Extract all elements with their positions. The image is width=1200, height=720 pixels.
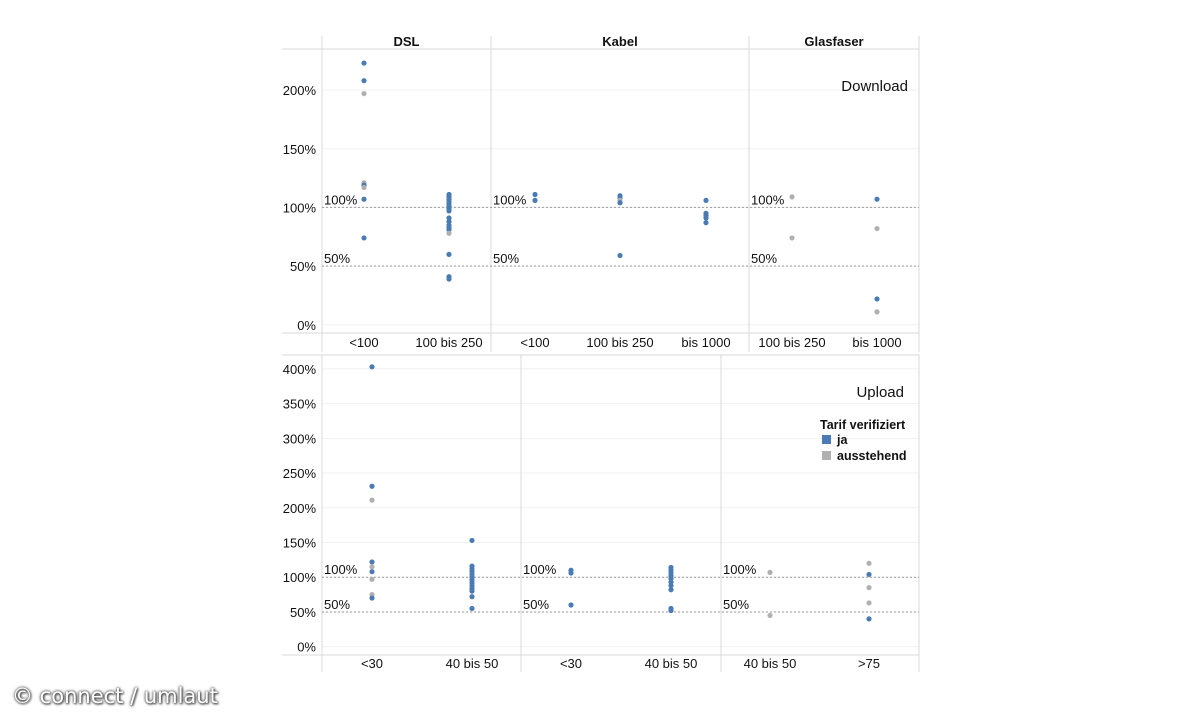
download-y-tick-label: 100% [283,200,317,215]
download-point-ausstehend [361,184,367,191]
upload-point-ja [866,616,872,622]
download-point-ausstehend [874,225,880,232]
legend-swatch-ausstehend [822,451,831,460]
download-reference-label: 50% [751,251,777,266]
upload-point-ausstehend [866,560,872,566]
upload-point-ja [369,569,375,575]
download-point-ja [703,215,709,221]
download-point-ausstehend [361,90,367,97]
upload-y-tick-label: 0% [297,640,316,655]
upload-point-ja [369,364,375,370]
upload-point-ausstehend [369,576,375,582]
upload-y-tick-label: 150% [283,536,317,551]
upload-point-ja [469,605,475,612]
upload-category-label: <30 [560,656,582,671]
upload-point-ja [369,483,375,489]
download-y-tick-label: 200% [283,83,317,98]
upload-reference-label: 100% [723,562,757,577]
upload-category-label: 40 bis 50 [645,656,698,671]
download-category-label: 100 bis 250 [758,335,825,350]
download-point-ausstehend [874,309,880,315]
download-category-label: 100 bis 250 [586,335,653,350]
upload-title: Upload [856,384,904,401]
download-point-ja [532,191,538,198]
upload-category-label: 40 bis 50 [446,656,499,671]
download-category-label: <100 [349,335,378,350]
download-category-label: bis 1000 [681,335,730,350]
upload-reference-label: 50% [324,597,350,612]
download-point-ja [703,220,709,226]
download-point-ja [532,197,538,203]
download-point-ja [361,235,367,241]
download-title: Download [841,78,908,95]
download-column-header: Glasfaser [804,34,863,49]
upload-y-tick-label: 300% [283,431,317,446]
credit-text: © connect / umlaut [12,684,218,708]
download-point-ja [874,296,880,302]
download-point-ja [361,60,367,66]
upload-point-ausstehend [767,612,773,619]
upload-y-tick-label: 250% [283,466,317,481]
upload-point-ja [469,588,475,594]
upload-category-label: 40 bis 50 [744,656,797,671]
upload-y-tick-label: 400% [283,362,317,377]
download-y-tick-label: 0% [297,318,316,333]
download-reference-label: 50% [493,251,519,266]
download-point-ja [703,197,709,203]
download-point-ja [874,196,880,202]
upload-point-ja [369,595,375,601]
download-point-ja [361,196,367,202]
upload-point-ausstehend [369,497,375,503]
download-category-label: <100 [520,335,549,350]
download-point-ausstehend [789,235,795,241]
upload-point-ja [668,607,674,614]
legend-title: Tarif verifiziert [820,418,906,432]
upload-point-ja [568,602,574,608]
upload-point-ja [668,587,674,593]
download-point-ja [446,251,452,257]
upload-point-ausstehend [866,585,872,591]
upload-y-tick-label: 50% [290,605,316,620]
upload-point-ausstehend [866,600,872,606]
upload-reference-label: 50% [523,597,549,612]
download-reference-label: 100% [751,192,785,207]
download-y-tick-label: 150% [283,142,317,157]
download-point-ja [617,200,623,206]
upload-y-tick-label: 100% [283,570,317,585]
legend-label-ja: ja [836,433,848,447]
download-point-ausstehend [446,230,452,236]
download-reference-label: 100% [324,192,358,207]
download-point-ausstehend [789,194,795,200]
legend-swatch-ja [822,435,831,444]
upload-point-ja [866,571,872,578]
upload-point-ja [568,570,574,576]
legend-label-ausstehend: ausstehend [837,449,906,463]
download-column-header: Kabel [602,34,637,49]
upload-reference-label: 50% [723,597,749,612]
upload-point-ausstehend [767,569,773,575]
upload-reference-label: 100% [324,562,358,577]
download-point-ja [446,208,452,214]
download-point-ja [446,276,452,282]
upload-point-ja [469,537,475,544]
upload-reference-label: 100% [523,562,557,577]
upload-point-ja [469,594,475,600]
download-point-ja [361,78,367,84]
download-reference-label: 100% [493,192,527,207]
upload-point-ausstehend [369,564,375,570]
download-column-header: DSL [394,34,420,49]
upload-point-ja [668,582,674,589]
upload-category-label: <30 [361,656,383,671]
download-reference-label: 50% [324,251,350,266]
download-category-label: 100 bis 250 [415,335,482,350]
upload-y-tick-label: 350% [283,397,317,412]
download-y-tick-label: 50% [290,259,316,274]
download-category-label: bis 1000 [852,335,901,350]
upload-category-label: >75 [858,656,880,671]
upload-y-tick-label: 200% [283,501,317,516]
download-point-ja [617,252,623,259]
upload-point-ja [369,559,375,565]
